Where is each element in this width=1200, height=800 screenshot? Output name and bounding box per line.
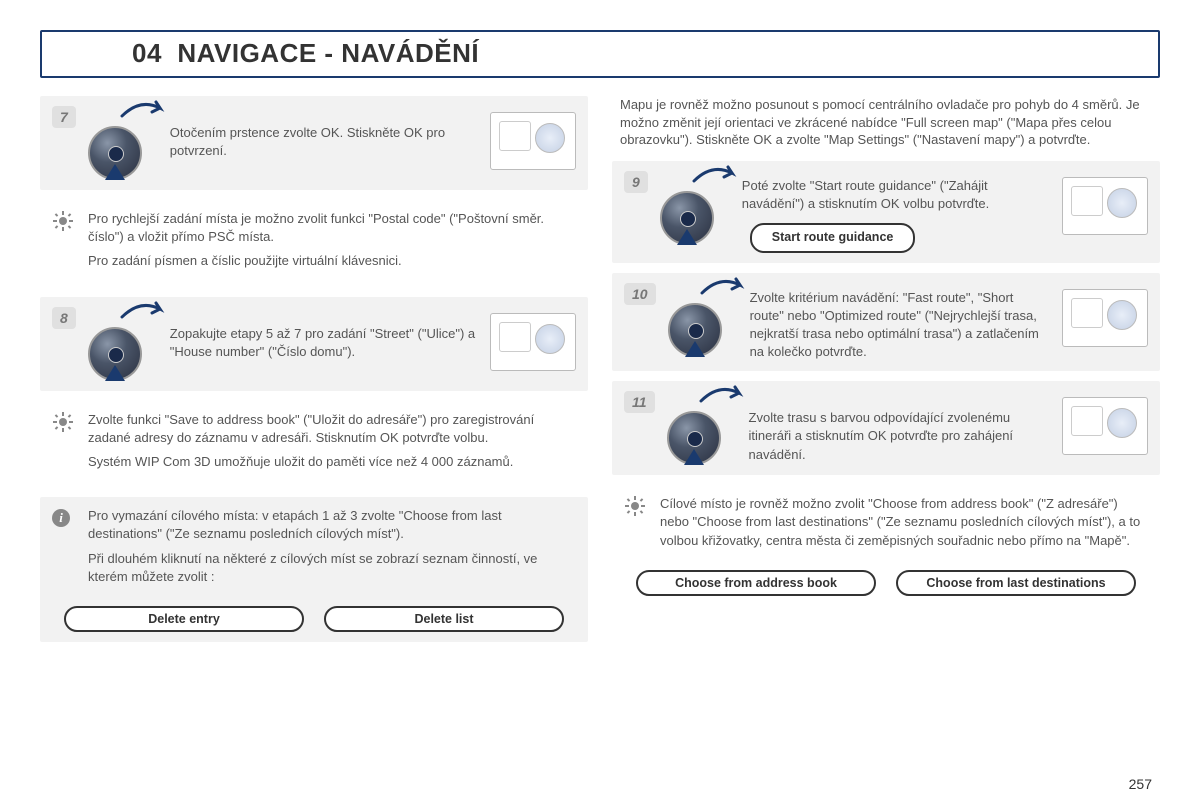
step-number: 9 (624, 171, 648, 193)
tip-paragraph: Pro rychlejší zadání místa je možno zvol… (88, 210, 576, 246)
console-diagram-icon (1062, 177, 1148, 235)
console-diagram-icon (490, 112, 576, 170)
tip-block: Zvolte funkci "Save to address book" ("U… (40, 401, 588, 488)
console-diagram-icon (1062, 397, 1148, 455)
intro-text: Mapu je rovněž možno posunout s pomocí c… (612, 96, 1160, 161)
tip-text: Pro rychlejší zadání místa je možno zvol… (88, 210, 576, 277)
left-column: 7 Otočením prstence zvolte OK. Stiskněte… (40, 96, 588, 652)
step-11-block: 11 Zvolte trasu s barvou odpovídající zv… (612, 381, 1160, 475)
tip-paragraph: Systém WIP Com 3D umožňuje uložit do pam… (88, 453, 576, 471)
rotary-dial-icon (88, 307, 158, 381)
manual-page: 04 NAVIGACE - NAVÁDĚNÍ 7 Otočením prsten… (0, 0, 1200, 662)
button-row: Choose from address book Choose from las… (624, 562, 1148, 596)
rotary-dial-icon (667, 391, 737, 465)
console-diagram-icon (1062, 289, 1148, 347)
step-text: Poté zvolte "Start route guidance" ("Zah… (742, 171, 1050, 253)
step-10-block: 10 Zvolte kritérium navádění: "Fast rout… (612, 273, 1160, 372)
tip-paragraph: Zvolte funkci "Save to address book" ("U… (88, 411, 576, 447)
step-7-block: 7 Otočením prstence zvolte OK. Stiskněte… (40, 96, 588, 190)
delete-entry-button[interactable]: Delete entry (64, 606, 304, 632)
section-number: 04 (132, 38, 162, 68)
info-icon: i (52, 507, 76, 527)
info-block: i Pro vymazání cílového místa: v etapách… (40, 497, 588, 642)
button-row: Delete entry Delete list (52, 598, 576, 632)
tip-paragraph: Cílové místo je rovněž možno zvolit "Cho… (660, 495, 1148, 550)
step-number: 7 (52, 106, 76, 128)
start-route-guidance-button[interactable]: Start route guidance (750, 223, 916, 253)
page-title: 04 NAVIGACE - NAVÁDĚNÍ (132, 38, 479, 69)
step-9-block: 9 Poté zvolte "Start route guidance" ("Z… (612, 161, 1160, 263)
tip-text: Cílové místo je rovněž možno zvolit "Cho… (660, 495, 1148, 556)
step-number: 10 (624, 283, 656, 305)
two-column-layout: 7 Otočením prstence zvolte OK. Stiskněte… (40, 96, 1160, 652)
tip-block: Pro rychlejší zadání místa je možno zvol… (40, 200, 588, 287)
rotate-arrow-icon (120, 301, 166, 321)
right-column: Mapu je rovněž možno posunout s pomocí c… (612, 96, 1160, 652)
choose-from-address-book-button[interactable]: Choose from address book (636, 570, 876, 596)
rotary-dial-icon (88, 106, 158, 180)
choose-from-last-destinations-button[interactable]: Choose from last destinations (896, 570, 1136, 596)
delete-list-button[interactable]: Delete list (324, 606, 564, 632)
bulb-icon (52, 411, 76, 431)
step-text: Zvolte trasu s barvou odpovídající zvole… (749, 391, 1050, 464)
rotary-dial-icon (668, 283, 738, 357)
page-number: 257 (1129, 776, 1152, 792)
step-number: 11 (624, 391, 655, 413)
rotate-arrow-icon (700, 277, 746, 297)
step-text: Zopakujte etapy 5 až 7 pro zadání "Stree… (170, 307, 478, 361)
tip-text: Zvolte funkci "Save to address book" ("U… (88, 411, 576, 478)
step-8-block: 8 Zopakujte etapy 5 až 7 pro zadání "Str… (40, 297, 588, 391)
info-text: Pro vymazání cílového místa: v etapách 1… (88, 507, 576, 592)
info-paragraph: Pro vymazání cílového místa: v etapách 1… (88, 507, 576, 543)
step-paragraph: Poté zvolte "Start route guidance" ("Zah… (742, 177, 1050, 213)
info-paragraph: Při dlouhém kliknutí na některé z cílový… (88, 550, 576, 586)
title-bar: 04 NAVIGACE - NAVÁDĚNÍ (40, 30, 1160, 78)
step-text: Zvolte kritérium navádění: "Fast route",… (750, 283, 1050, 362)
rotate-arrow-icon (692, 165, 738, 185)
bulb-icon (52, 210, 76, 230)
section-title: NAVIGACE - NAVÁDĚNÍ (177, 38, 479, 68)
tip-block: Cílové místo je rovněž možno zvolit "Cho… (612, 485, 1160, 606)
rotary-dial-icon (660, 171, 730, 245)
step-text: Otočením prstence zvolte OK. Stiskněte O… (170, 106, 478, 160)
step-number: 8 (52, 307, 76, 329)
bulb-icon (624, 495, 648, 515)
rotate-arrow-icon (120, 100, 166, 120)
tip-paragraph: Pro zadání písmen a číslic použijte virt… (88, 252, 576, 270)
rotate-arrow-icon (699, 385, 745, 405)
console-diagram-icon (490, 313, 576, 371)
